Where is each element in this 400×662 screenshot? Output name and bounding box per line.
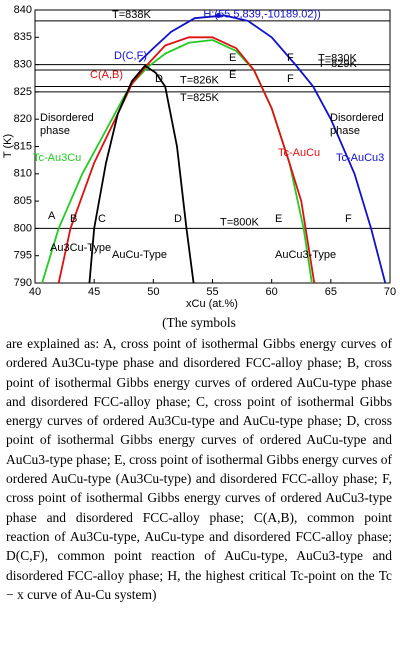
caption-text: are explained as: A, cross point of isot…: [6, 336, 392, 602]
annotation: D: [155, 73, 163, 85]
curve: [138, 14, 387, 284]
x-tick-label: 45: [88, 286, 100, 298]
y-tick-label: 790: [14, 277, 32, 289]
annotation: C(A,B): [90, 69, 123, 81]
y-tick-label: 830: [14, 59, 32, 71]
annotation: Tc-AuCu: [278, 147, 320, 159]
point: [215, 12, 221, 18]
point-label: H:(55.5,839,-10189.02)): [203, 8, 320, 20]
caption-lead: (The symbols: [162, 315, 236, 330]
x-tick-label: 65: [325, 286, 337, 298]
y-tick-label: 835: [14, 31, 32, 43]
annotation: Au3Cu-Type: [50, 242, 111, 254]
annotation: Tc-Au3Cu: [33, 152, 81, 164]
annotation: C: [98, 213, 106, 225]
isotherm-label: T=830K: [318, 53, 357, 65]
annotation: E: [275, 213, 282, 225]
annotation: Disordered phase: [330, 112, 384, 137]
y-tick-label: 810: [14, 168, 32, 180]
annotation: Disordered phase: [40, 112, 94, 137]
curve: [57, 36, 316, 284]
y-tick-label: 820: [14, 113, 32, 125]
x-tick-label: 60: [266, 286, 278, 298]
x-tick-label: 55: [206, 286, 218, 298]
annotation: Tc-AuCu3: [336, 152, 384, 164]
annotation: B: [70, 213, 77, 225]
isotherm-label: T=800K: [220, 216, 259, 228]
annotation: D(C,F): [114, 50, 147, 62]
isotherm-label: T=838K: [112, 9, 151, 21]
y-tick-label: 800: [14, 222, 32, 234]
annotation: AuCu3-Type: [275, 249, 336, 261]
y-tick-label: 825: [14, 86, 32, 98]
annotation: F: [345, 213, 352, 225]
y-tick-label: 795: [14, 250, 32, 262]
isotherm-label: T=829K: [318, 58, 357, 70]
y-axis-label: T (K): [2, 134, 14, 158]
curve: [88, 64, 195, 284]
y-tick-label: 815: [14, 140, 32, 152]
x-axis-label: xCu (at.%): [186, 298, 238, 310]
x-tick-label: 50: [147, 286, 159, 298]
isotherm-label: T=825K: [180, 92, 219, 104]
annotation: D: [174, 213, 182, 225]
annotation: F: [287, 52, 294, 64]
annotation: F: [287, 73, 294, 85]
x-tick-label: 40: [29, 286, 41, 298]
annotation: A: [48, 210, 56, 222]
x-tick-label: 70: [384, 286, 396, 298]
annotation: AuCu-Type: [112, 249, 167, 261]
annotation: E: [229, 69, 236, 81]
y-tick-label: 805: [14, 195, 32, 207]
chart: T (K) xCu (at.%) 40 45 50 55 60 65 70 790 795 800…: [2, 4, 396, 310]
y-tick-label: 840: [14, 4, 32, 16]
isotherm-label: T=826K: [180, 74, 219, 86]
annotation: E: [229, 52, 236, 64]
